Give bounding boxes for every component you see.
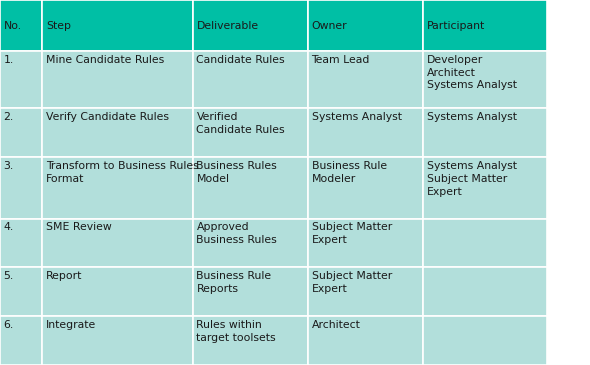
Bar	[42, 267, 193, 316]
Text: Business Rule
Reports: Business Rule Reports	[196, 271, 271, 294]
Bar	[423, 157, 547, 219]
Text: Team Lead: Team Lead	[312, 55, 370, 65]
Bar	[42, 316, 193, 365]
Bar	[308, 316, 423, 365]
Bar	[0, 0, 42, 51]
Text: Business Rules
Model: Business Rules Model	[196, 161, 277, 184]
Text: Integrate: Integrate	[46, 320, 96, 330]
Text: Owner: Owner	[312, 20, 347, 31]
Text: SME Review: SME Review	[46, 222, 112, 232]
Text: Report: Report	[46, 271, 83, 281]
Text: 3.: 3.	[4, 161, 14, 171]
Bar	[42, 51, 193, 108]
Text: 6.: 6.	[4, 320, 14, 330]
Bar	[0, 51, 42, 108]
Text: Business Rule
Modeler: Business Rule Modeler	[312, 161, 386, 184]
Bar	[308, 157, 423, 219]
Bar	[193, 0, 308, 51]
Bar	[42, 108, 193, 157]
Bar	[308, 219, 423, 267]
Text: Systems Analyst: Systems Analyst	[427, 112, 517, 122]
Text: 4.: 4.	[4, 222, 14, 232]
Bar	[193, 108, 308, 157]
Bar	[423, 267, 547, 316]
Bar	[193, 267, 308, 316]
Text: 1.: 1.	[4, 55, 14, 65]
Text: No.: No.	[4, 20, 22, 31]
Text: Subject Matter
Expert: Subject Matter Expert	[312, 271, 392, 294]
Bar	[423, 0, 547, 51]
Text: Subject Matter
Expert: Subject Matter Expert	[312, 222, 392, 245]
Bar	[423, 219, 547, 267]
Text: 2.: 2.	[4, 112, 14, 122]
Text: Architect: Architect	[312, 320, 360, 330]
Bar	[0, 316, 42, 365]
Bar	[308, 0, 423, 51]
Text: Deliverable: Deliverable	[196, 20, 258, 31]
Bar	[308, 267, 423, 316]
Bar	[0, 108, 42, 157]
Text: Systems Analyst
Subject Matter
Expert: Systems Analyst Subject Matter Expert	[427, 161, 517, 197]
Bar	[42, 219, 193, 267]
Text: 5.: 5.	[4, 271, 14, 281]
Bar	[423, 108, 547, 157]
Bar	[308, 51, 423, 108]
Bar	[193, 157, 308, 219]
Text: Rules within
target toolsets: Rules within target toolsets	[196, 320, 276, 343]
Bar	[0, 267, 42, 316]
Text: Participant: Participant	[427, 20, 485, 31]
Bar	[423, 316, 547, 365]
Bar	[42, 0, 193, 51]
Text: Developer
Architect
Systems Analyst: Developer Architect Systems Analyst	[427, 55, 517, 91]
Bar	[423, 51, 547, 108]
Text: Approved
Business Rules: Approved Business Rules	[196, 222, 277, 245]
Text: Transform to Business Rules
Format: Transform to Business Rules Format	[46, 161, 199, 184]
Text: Candidate Rules: Candidate Rules	[196, 55, 285, 65]
Text: Verified
Candidate Rules: Verified Candidate Rules	[196, 112, 285, 135]
Bar	[42, 157, 193, 219]
Bar	[308, 108, 423, 157]
Text: Mine Candidate Rules: Mine Candidate Rules	[46, 55, 164, 65]
Text: Verify Candidate Rules: Verify Candidate Rules	[46, 112, 169, 122]
Bar	[193, 316, 308, 365]
Text: Step: Step	[46, 20, 71, 31]
Bar	[193, 51, 308, 108]
Bar	[0, 157, 42, 219]
Bar	[0, 219, 42, 267]
Bar	[193, 219, 308, 267]
Text: Systems Analyst: Systems Analyst	[312, 112, 402, 122]
